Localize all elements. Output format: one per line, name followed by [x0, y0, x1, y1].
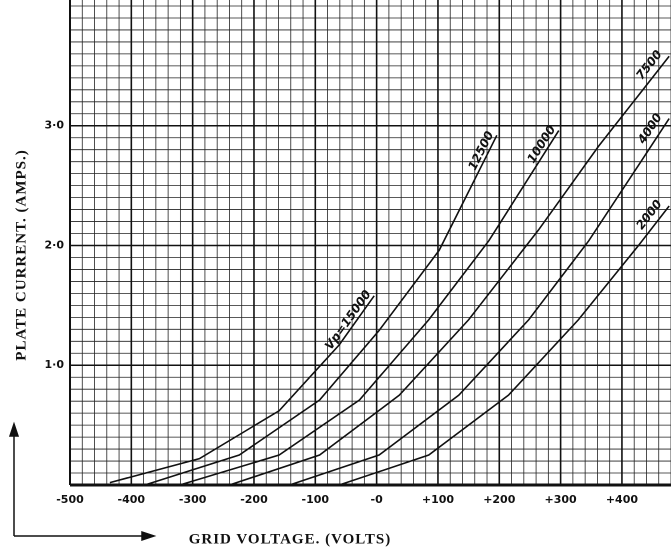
x-tick-label: -300: [179, 493, 207, 506]
curve: [229, 55, 670, 486]
x-tick-label: -0: [371, 493, 384, 506]
y-tick-label: 2·0: [45, 238, 65, 251]
curve-label: 4000: [634, 111, 665, 147]
x-axis-title: GRID VOLTAGE. (VOLTS): [189, 531, 392, 547]
curve-label: Vp=15000: [322, 287, 374, 352]
curve-label: 12500: [465, 129, 496, 173]
axis-arrows: [8, 421, 157, 542]
curve-label: 2000: [633, 197, 665, 232]
curve: [338, 205, 670, 486]
x-tick-label: -200: [240, 493, 268, 506]
x-tick-label: -100: [302, 493, 330, 506]
arrow-head: [141, 530, 157, 542]
arrow-head: [8, 421, 20, 437]
curve: [144, 134, 498, 486]
y-axis-title: PLATE CURRENT. (AMPS.): [13, 149, 29, 360]
x-tick-label: -400: [118, 493, 146, 506]
x-tick-label: +200: [483, 493, 516, 506]
x-tick-label: +100: [422, 493, 455, 506]
curve-label: 7500: [633, 47, 665, 82]
x-tick-label: -500: [56, 493, 84, 506]
curve: [109, 295, 375, 484]
grid: [69, 0, 671, 486]
y-tick-label: 1·0: [45, 358, 65, 371]
y-tick-label: 3·0: [45, 119, 65, 132]
curve: [289, 118, 670, 486]
x-tick-label: +300: [545, 493, 578, 506]
curve: [179, 130, 560, 486]
x-tick-label: +400: [606, 493, 639, 506]
